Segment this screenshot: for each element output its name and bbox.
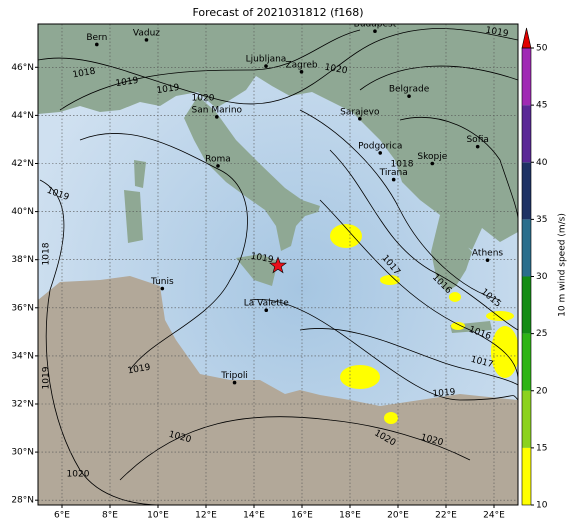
colorbar-segment bbox=[522, 105, 531, 163]
city-dot bbox=[407, 94, 411, 98]
colorbar-tick-label: 50 bbox=[536, 44, 548, 54]
colorbar-segment bbox=[522, 162, 531, 220]
map-frame bbox=[37, 23, 519, 506]
x-tick-label: 22°E bbox=[435, 511, 457, 521]
x-tick-label: 20°E bbox=[387, 511, 409, 521]
isobar-label: 1018 bbox=[391, 160, 414, 170]
city-label: Podgorica bbox=[358, 141, 402, 151]
colorbar-extend bbox=[521, 27, 532, 49]
city-dot bbox=[378, 151, 383, 155]
city-label: Sofia bbox=[466, 135, 488, 145]
city-dot bbox=[216, 164, 220, 168]
city-label: Tunis bbox=[150, 277, 174, 287]
city-label: Tripoli bbox=[220, 371, 248, 381]
isobar-label: 1019 bbox=[115, 76, 139, 89]
isobar-label: 1019 bbox=[127, 363, 152, 377]
y-tick-label: 44°N bbox=[11, 111, 34, 121]
y-tick-label: 38°N bbox=[11, 255, 34, 265]
city-dot bbox=[430, 161, 435, 166]
city-label: Vaduz bbox=[133, 28, 160, 38]
x-tick-label: 8°E bbox=[102, 511, 118, 521]
x-tick-label: 10°E bbox=[147, 511, 169, 521]
colorbar-segment bbox=[522, 48, 531, 106]
colorbar-segment bbox=[522, 390, 531, 448]
colorbar-segment bbox=[522, 447, 531, 505]
city-dot bbox=[373, 29, 377, 34]
isobar-label: 1019 bbox=[42, 366, 52, 389]
isobar-label: 1018 bbox=[72, 67, 97, 81]
city-dot bbox=[264, 64, 268, 68]
city-label: Budapest bbox=[354, 20, 397, 30]
city-dot bbox=[232, 380, 237, 385]
y-tick-label: 32°N bbox=[11, 399, 34, 409]
colorbar-tick-label: 25 bbox=[536, 329, 547, 339]
city-dot bbox=[485, 258, 490, 262]
isobar-label: 1019 bbox=[250, 252, 275, 266]
isobar-label: 1020 bbox=[192, 94, 215, 104]
isobar-label: 1019 bbox=[485, 26, 510, 40]
city-label: Roma bbox=[205, 154, 231, 164]
colorbar-tick-label: 45 bbox=[536, 101, 547, 111]
city-dot bbox=[144, 38, 149, 42]
colorbar-segment bbox=[522, 219, 531, 277]
city-label: Zagreb bbox=[285, 60, 317, 70]
city-label: Bern bbox=[86, 33, 107, 43]
isobar-label: 1018 bbox=[42, 242, 52, 265]
y-tick-label: 42°N bbox=[11, 159, 34, 169]
city-label: Tirana bbox=[379, 168, 408, 178]
isobar-label: 1020 bbox=[67, 470, 90, 480]
y-tick-label: 36°N bbox=[11, 303, 34, 313]
isobar-label: 1019 bbox=[156, 83, 180, 96]
colorbar-tick-label: 40 bbox=[536, 158, 548, 168]
y-tick-label: 40°N bbox=[11, 207, 34, 217]
colorbar-segment bbox=[522, 276, 531, 334]
x-tick-label: 16°E bbox=[291, 511, 313, 521]
city-dot bbox=[95, 42, 99, 47]
city-label: San Marino bbox=[192, 105, 243, 115]
city-label: La Valette bbox=[244, 299, 289, 309]
x-tick-label: 14°E bbox=[243, 511, 265, 521]
city-label: Ljubljana bbox=[246, 55, 287, 65]
x-tick-label: 6°E bbox=[54, 511, 70, 521]
colorbar-segment bbox=[522, 333, 531, 391]
y-tick-label: 46°N bbox=[11, 63, 34, 73]
x-tick-label: 18°E bbox=[339, 511, 361, 521]
city-dot bbox=[160, 286, 165, 291]
y-tick-label: 30°N bbox=[11, 448, 34, 458]
colorbar-tick-label: 10 bbox=[536, 501, 548, 511]
isobar-label: 1019 bbox=[432, 387, 456, 399]
colorbar-tick-label: 35 bbox=[536, 215, 547, 225]
colorbar-tick-label: 30 bbox=[536, 272, 548, 282]
x-tick-label: 12°E bbox=[195, 511, 217, 521]
city-dot bbox=[358, 116, 362, 121]
city-label: Belgrade bbox=[389, 85, 430, 95]
map-background: 1018 1019 1019 1020 1020 1019 1019 1018 1019 1019… bbox=[38, 20, 518, 505]
isobar-label: 1020 bbox=[324, 63, 349, 77]
city-dot bbox=[475, 144, 480, 149]
isobars bbox=[38, 28, 518, 505]
colorbar-tick-label: 20 bbox=[536, 386, 548, 396]
colorbar-label: 10 m wind speed (m/s) bbox=[558, 213, 568, 317]
city-dot bbox=[264, 308, 269, 312]
x-tick-label: 24°E bbox=[483, 511, 505, 521]
map-title: Forecast of 2021031812 (f168) bbox=[192, 6, 363, 19]
city-label: Skopje bbox=[417, 152, 447, 162]
y-tick-label: 28°N bbox=[11, 496, 34, 506]
location-star bbox=[269, 256, 287, 274]
city-label: Athens bbox=[472, 249, 503, 259]
city-dot bbox=[299, 70, 304, 74]
city-dot bbox=[215, 115, 219, 119]
colorbar-tick-label: 15 bbox=[536, 443, 547, 453]
city-dot bbox=[391, 177, 396, 182]
city-label: Sarajevo bbox=[340, 107, 380, 117]
y-tick-label: 34°N bbox=[11, 351, 34, 361]
